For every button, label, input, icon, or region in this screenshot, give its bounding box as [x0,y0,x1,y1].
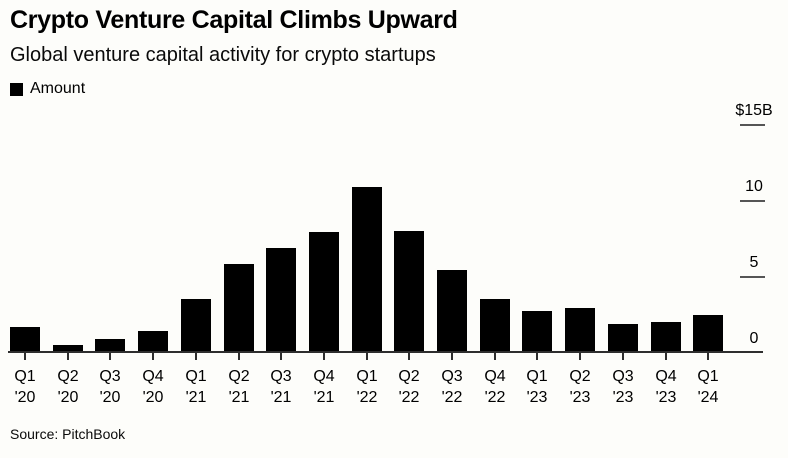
x-axis-tick [622,353,624,360]
bar [266,248,296,351]
bar [693,315,723,351]
x-axis-label: Q1 '23 [526,368,548,406]
bar [608,324,638,351]
x-axis-tick [195,353,197,360]
x-axis-label: Q2 '22 [398,368,420,406]
bar [651,322,681,351]
x-axis-line [8,351,763,353]
x-axis-label: Q3 '23 [612,368,634,406]
legend: Amount [10,80,85,98]
bar [53,345,83,351]
x-axis-tick [366,353,368,360]
x-axis-label: Q4 '21 [313,368,335,406]
bar [352,187,382,351]
x-axis-tick [67,353,69,360]
y-axis-label: 5 [749,254,759,271]
legend-label: Amount [30,80,86,97]
x-axis-label: Q4 '23 [655,368,677,406]
x-axis-tick [280,353,282,360]
chart-title: Crypto Venture Capital Climbs Upward [10,6,458,34]
x-axis-label: Q1 '21 [185,368,207,406]
bar [480,299,510,351]
x-axis-tick [536,353,538,360]
y-axis-tick [740,124,765,126]
y-axis-label: $15B [735,102,773,119]
x-axis-tick [494,353,496,360]
chart-subtitle: Global venture capital activity for cryp… [10,44,436,66]
x-axis-tick [579,353,581,360]
x-axis-label: Q4 '22 [484,368,506,406]
bar [181,299,211,351]
x-axis-label: Q3 '22 [441,368,463,406]
x-axis-label: Q1 '22 [356,368,378,406]
x-axis-label: Q3 '20 [99,368,121,406]
x-axis-tick [408,353,410,360]
legend-swatch-icon [10,82,23,96]
x-axis-label: Q2 '20 [57,368,79,406]
bar [309,232,339,351]
x-axis-tick [152,353,154,360]
x-axis-tick [24,353,26,360]
y-axis-tick [740,276,765,278]
x-axis-label: Q3 '21 [270,368,292,406]
x-axis-label: Q2 '21 [228,368,250,406]
x-axis-tick [451,353,453,360]
x-axis-label: Q2 '23 [569,368,591,406]
bar [138,331,168,351]
x-axis-tick [109,353,111,360]
bar [10,327,40,351]
y-axis-tick [740,200,765,202]
x-axis-label: Q1 '24 [697,368,719,406]
x-axis-tick [707,353,709,360]
x-axis-label: Q1 '20 [14,368,36,406]
x-axis-tick [665,353,667,360]
bar [95,339,125,351]
bar [565,308,595,351]
bar [437,270,467,351]
x-axis-tick [238,353,240,360]
y-axis-label: 0 [749,330,759,347]
bar [394,231,424,351]
bar [522,311,552,351]
source-note: Source: PitchBook [10,426,126,442]
bar [224,264,254,351]
x-axis-label: Q4 '20 [142,368,164,406]
x-axis-tick [323,353,325,360]
y-axis-label: 10 [745,178,763,195]
